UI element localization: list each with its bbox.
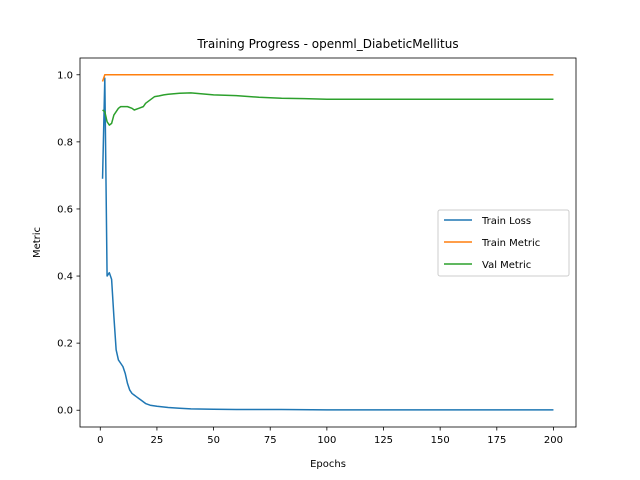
chart-title: Training Progress - openml_DiabeticMelli… xyxy=(196,37,458,51)
x-axis-label: Epochs xyxy=(310,459,346,470)
legend-label-2: Val Metric xyxy=(482,260,531,271)
x-tick-label: 25 xyxy=(151,435,164,446)
y-tick-label: 1.0 xyxy=(57,70,73,81)
y-axis-label: Metric xyxy=(32,227,43,258)
series-line-2 xyxy=(102,92,554,126)
x-axis-ticks: 0 25 50 75 100 125 150 175 200 xyxy=(97,427,563,446)
legend: Train Loss Train Metric Val Metric xyxy=(437,209,570,277)
y-tick-label: 0.8 xyxy=(57,137,73,148)
y-tick-label: 0.2 xyxy=(57,339,73,350)
series-layer xyxy=(101,74,554,411)
legend-label-0: Train Loss xyxy=(481,216,531,227)
plot-area-frame xyxy=(79,57,577,428)
x-tick-label: 100 xyxy=(317,435,336,446)
x-tick-label: 50 xyxy=(207,435,220,446)
series-line-1 xyxy=(101,74,554,82)
y-tick-label: 0.4 xyxy=(57,272,73,283)
y-tick-label: 0.6 xyxy=(57,204,73,215)
x-tick-label: 0 xyxy=(97,435,103,446)
x-tick-label: 175 xyxy=(487,435,506,446)
x-tick-label: 125 xyxy=(374,435,393,446)
y-axis-ticks: 0.0 0.2 0.4 0.6 0.8 1.0 xyxy=(57,70,80,417)
x-tick-label: 75 xyxy=(264,435,277,446)
legend-box xyxy=(437,209,570,277)
y-tick-label: 0.0 xyxy=(57,406,73,417)
legend-label-1: Train Metric xyxy=(481,238,540,249)
x-tick-label: 150 xyxy=(431,435,450,446)
x-tick-label: 200 xyxy=(544,435,563,446)
series-line-0 xyxy=(101,77,554,411)
